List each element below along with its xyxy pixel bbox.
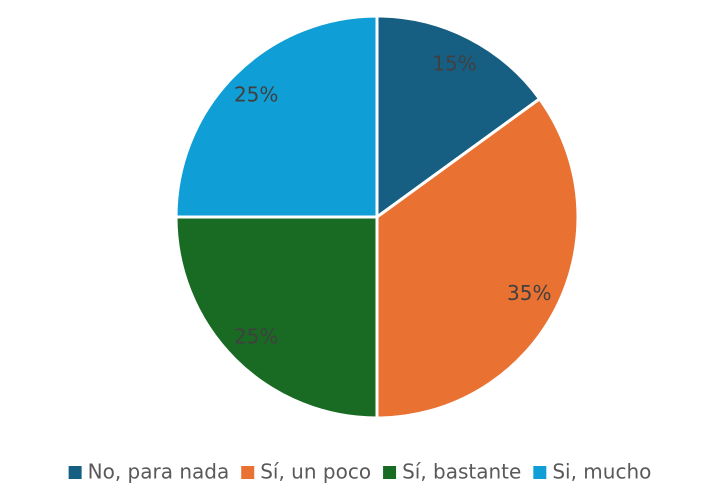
data-label: 35%	[507, 281, 551, 305]
pie-slice	[375, 96, 580, 420]
data-label: 15%	[432, 51, 476, 75]
legend: No, para nada Sí, un poco Sí, bastante Si, …	[68, 460, 651, 484]
legend-label: Sí, un poco	[260, 460, 371, 484]
legend-swatch	[533, 466, 547, 479]
legend-label: Si, mucho	[552, 460, 651, 484]
data-label: 25%	[234, 83, 278, 107]
legend-label: No, para nada	[88, 460, 230, 484]
legend-swatch	[68, 466, 82, 479]
pie-slice	[174, 14, 379, 219]
legend-swatch	[241, 466, 255, 479]
legend-swatch	[383, 466, 397, 479]
legend-label: Sí, bastante	[402, 460, 521, 484]
data-label: 25%	[234, 324, 278, 348]
pie-slice	[375, 14, 542, 220]
pie-slice	[174, 215, 379, 420]
